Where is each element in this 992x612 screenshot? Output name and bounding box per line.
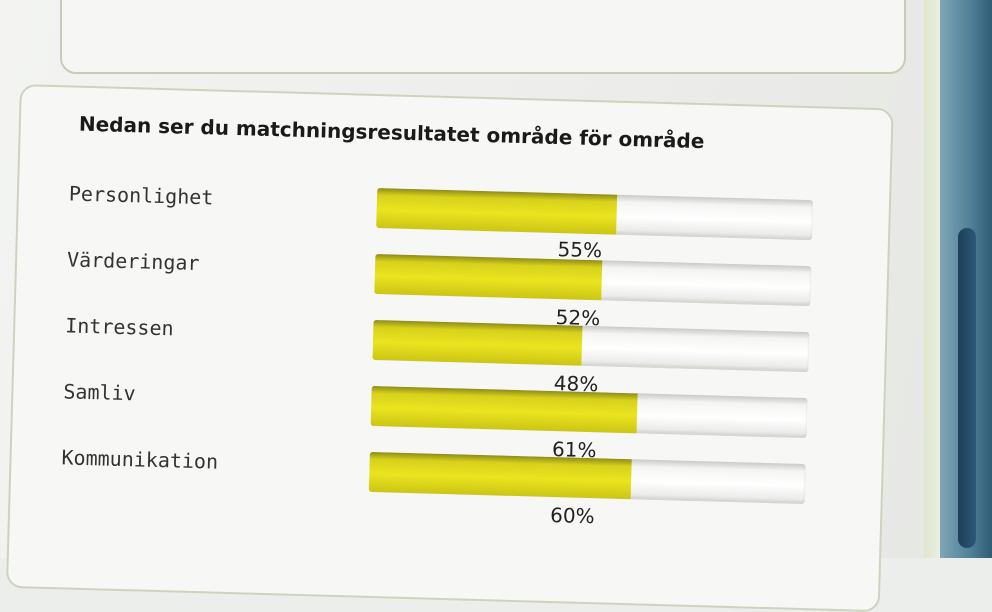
result-label: Kommunikation xyxy=(61,445,219,474)
result-percent: 60% xyxy=(549,502,595,529)
match-results-card: Nedan ser du matchningsresultatet område… xyxy=(5,84,894,612)
side-rail xyxy=(924,0,944,558)
result-bar-fill xyxy=(372,319,583,366)
score-card: 54 xyxy=(60,0,906,74)
result-bar-fill xyxy=(370,385,638,434)
result-label: Värderingar xyxy=(66,247,200,276)
scrollbar[interactable] xyxy=(958,228,976,548)
result-bar xyxy=(372,319,810,373)
result-bar xyxy=(370,385,808,439)
match-score: 54 xyxy=(622,0,722,4)
result-label: Samliv xyxy=(63,379,136,406)
result-label: Personlighet xyxy=(68,181,214,210)
result-bar xyxy=(374,253,812,307)
result-bar-fill xyxy=(374,253,603,301)
result-bar xyxy=(376,188,814,241)
result-bar-fill xyxy=(376,188,617,235)
result-bar-fill xyxy=(368,451,632,500)
result-label: Intressen xyxy=(64,313,174,341)
results-heading: Nedan ser du matchningsresultatet område… xyxy=(78,111,705,154)
result-bar xyxy=(368,451,806,505)
